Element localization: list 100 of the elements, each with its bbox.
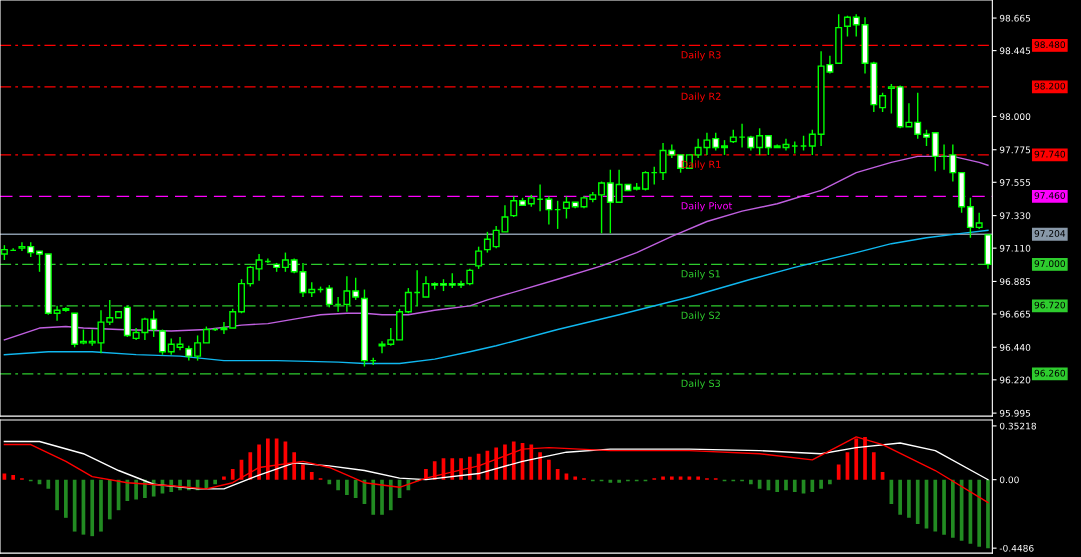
candlestick <box>843 15 851 38</box>
text: 97.204 <box>1034 230 1066 237</box>
y-tick-label: 98.000 <box>999 113 1031 121</box>
bar <box>309 472 314 480</box>
candlestick <box>106 299 114 326</box>
bar <box>125 479 130 502</box>
text: 97.460 <box>1034 192 1066 199</box>
bar <box>151 479 156 497</box>
bar <box>213 479 217 485</box>
bar <box>424 468 428 480</box>
y-tick-label: -0.4486 <box>999 544 1034 552</box>
bar <box>538 452 542 480</box>
y-tick-label: 0.35218 <box>999 422 1037 430</box>
bar <box>90 479 95 537</box>
ref-line-label: Daily R3 <box>681 50 721 61</box>
bar <box>64 479 68 518</box>
candlestick <box>229 308 237 329</box>
bar <box>230 468 235 480</box>
candlestick <box>325 284 333 309</box>
bar <box>617 479 621 483</box>
y-tick-label: 96.440 <box>999 344 1031 351</box>
candlestick <box>281 251 289 273</box>
bar <box>951 479 955 538</box>
candlestick <box>246 265 254 288</box>
bar <box>810 479 815 492</box>
candlestick <box>18 241 26 252</box>
ref-line-label: Daily S2 <box>681 311 720 321</box>
bar <box>327 479 332 485</box>
candlestick <box>422 275 430 298</box>
candlestick <box>598 180 606 235</box>
bar <box>353 479 358 498</box>
bar <box>819 479 823 489</box>
candlestick <box>606 169 614 235</box>
y-tick-label: 97.555 <box>999 179 1031 186</box>
bar <box>986 479 990 549</box>
bar <box>775 479 780 492</box>
text: 96.720 <box>1034 301 1066 309</box>
candlestick <box>562 195 570 220</box>
y-tick-label: 97.775 <box>999 146 1031 154</box>
bar <box>898 479 902 515</box>
candlestick <box>475 245 483 270</box>
y-tick-label: 97.110 <box>999 244 1031 252</box>
y-tick-label: 98.665 <box>999 14 1031 22</box>
bar <box>907 479 911 518</box>
candlestick <box>158 328 166 356</box>
y-tick-label: 96.885 <box>999 278 1031 285</box>
bar <box>467 456 472 480</box>
bar <box>749 479 753 485</box>
line-series <box>3 436 989 504</box>
text: 98.480 <box>1034 41 1066 49</box>
ref-line-label: Daily R2 <box>681 92 721 102</box>
bar <box>669 476 674 480</box>
candlestick <box>949 143 957 183</box>
text: 98.200 <box>1034 82 1066 90</box>
candlestick <box>220 321 228 335</box>
bar <box>301 464 305 480</box>
bar <box>915 479 920 524</box>
bar <box>450 458 455 480</box>
bar <box>696 476 701 480</box>
bar <box>828 479 832 485</box>
y-tick-label: 96.665 <box>999 310 1031 318</box>
bar <box>432 461 437 480</box>
bar <box>345 479 349 495</box>
bar <box>388 479 393 511</box>
bar <box>933 479 938 532</box>
candlestick <box>483 231 491 254</box>
bar <box>134 479 138 500</box>
candlestick <box>36 250 44 273</box>
bar <box>371 479 376 515</box>
line-series <box>3 440 989 490</box>
bar <box>459 458 463 480</box>
candlestick <box>756 127 764 156</box>
candlestick <box>510 195 518 218</box>
bar <box>107 479 112 520</box>
candlestick <box>255 253 263 282</box>
bar <box>55 479 59 511</box>
bar <box>661 476 665 480</box>
bar <box>248 452 253 480</box>
candlestick <box>545 195 553 226</box>
bar <box>503 444 507 480</box>
bar <box>11 475 16 480</box>
bar <box>942 479 946 535</box>
bar <box>784 479 788 491</box>
candlestick <box>879 92 887 113</box>
y-tick-label: 97.330 <box>999 212 1031 220</box>
candlestick <box>931 132 939 172</box>
bar <box>99 479 103 532</box>
y-tick-label: 95.995 <box>999 409 1031 417</box>
bar <box>573 476 578 480</box>
candlestick <box>966 197 974 239</box>
text: 97.000 <box>1034 260 1066 268</box>
ref-line-label: Daily Pivot <box>681 201 733 212</box>
bar <box>511 441 516 480</box>
bar <box>336 479 340 491</box>
bar <box>292 452 297 480</box>
candlestick <box>352 277 360 301</box>
line-series <box>3 229 989 365</box>
candlestick <box>887 83 895 115</box>
bar <box>608 479 613 483</box>
text: 97.740 <box>1034 150 1066 158</box>
